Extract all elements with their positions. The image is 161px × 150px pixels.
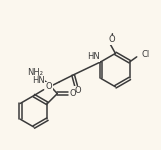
Text: O: O	[108, 35, 115, 44]
Text: NH₂: NH₂	[27, 68, 43, 76]
Text: O: O	[70, 89, 76, 98]
Text: O: O	[75, 86, 81, 95]
Text: HN: HN	[87, 52, 99, 61]
Text: O: O	[45, 82, 52, 91]
Text: Cl: Cl	[142, 50, 150, 59]
Text: HN: HN	[32, 76, 44, 85]
